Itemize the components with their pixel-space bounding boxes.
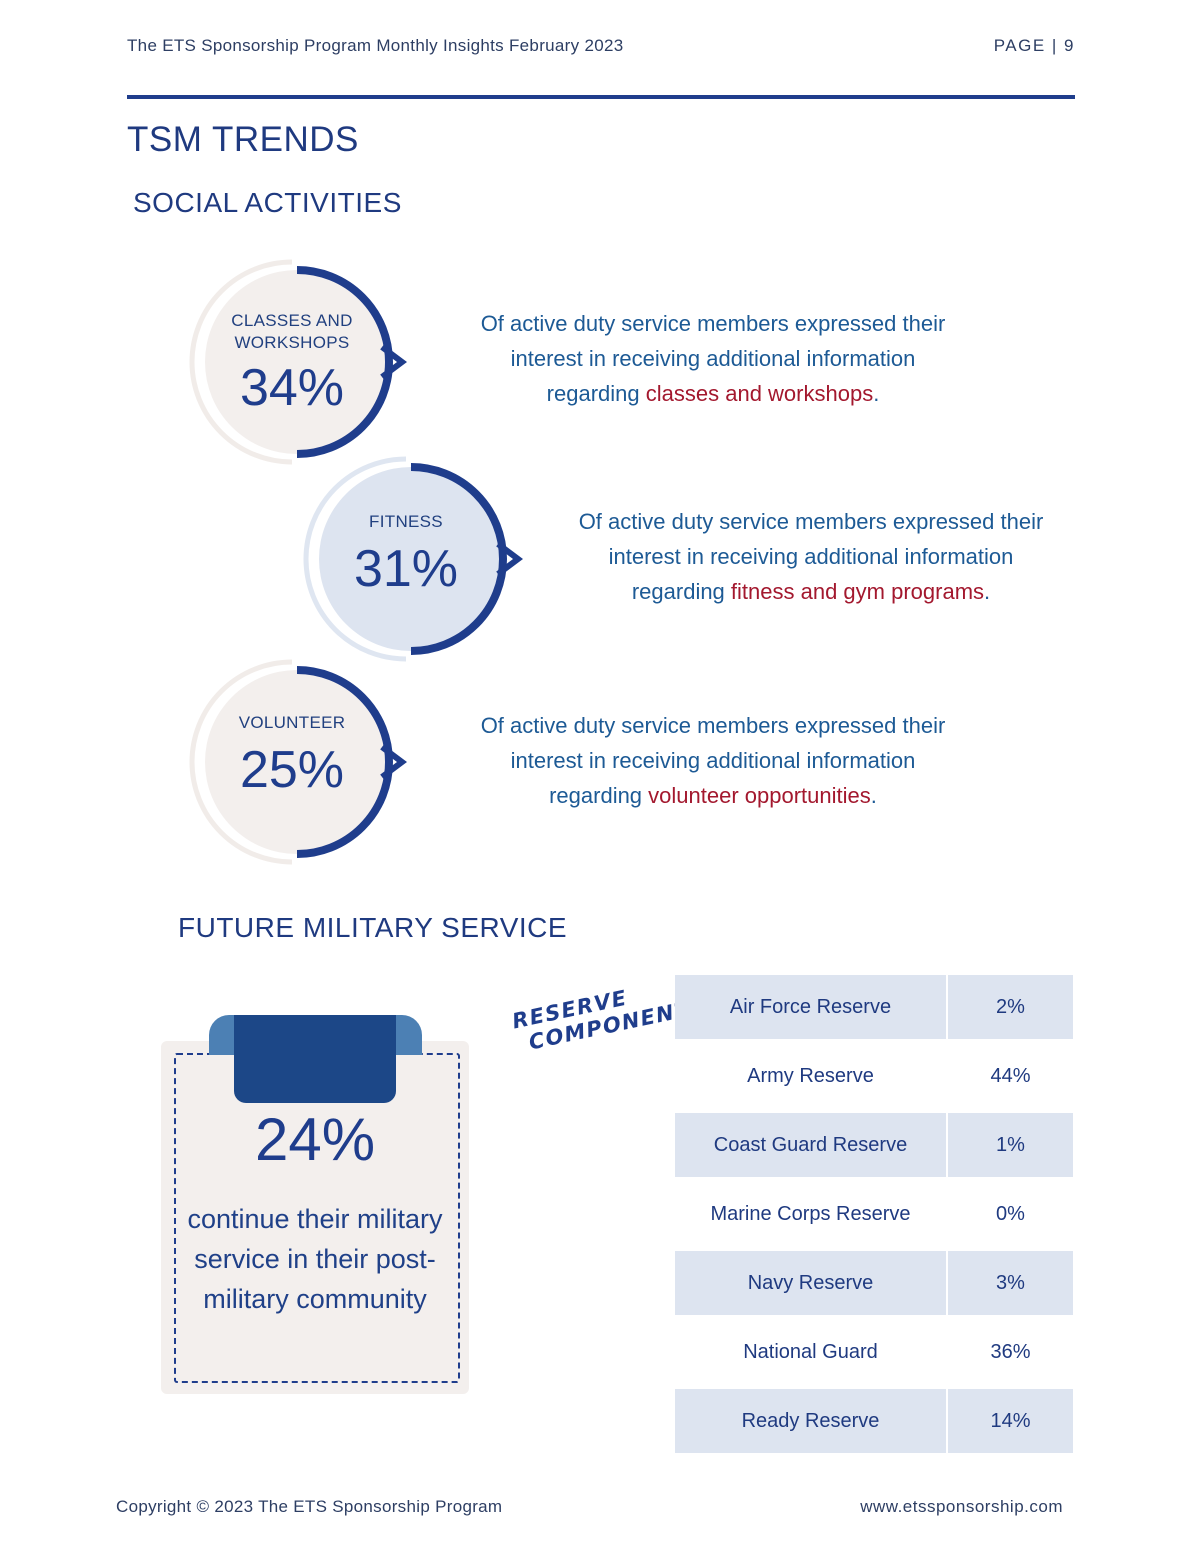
- stat-circle-graphic: [189, 259, 407, 465]
- stat-label-line1: FITNESS: [369, 512, 443, 531]
- table-row: Navy Reserve 3%: [675, 1251, 1073, 1315]
- desc-line1: Of active duty service members expressed…: [480, 713, 946, 738]
- desc-highlight: fitness and gym programs: [730, 579, 985, 604]
- desc-prefix: regarding: [546, 381, 646, 406]
- stat-label: FITNESS: [306, 511, 506, 533]
- stat-description-classes: Of active duty service members expressed…: [433, 306, 993, 411]
- stat-value: 25%: [239, 741, 345, 799]
- stat-label-line1: VOLUNTEER: [238, 713, 346, 732]
- desc-highlight: classes and workshops: [645, 381, 874, 406]
- table-cell-name: National Guard: [743, 1340, 878, 1363]
- table-row: Coast Guard Reserve 1%: [675, 1113, 1073, 1177]
- desc-suffix: .: [984, 579, 991, 604]
- desc-suffix: .: [873, 381, 880, 406]
- footer-copyright: Copyright © 2023 The ETS Sponsorship Pro…: [116, 1497, 503, 1516]
- page-number: PAGE | 9: [993, 36, 1075, 55]
- stat-label: CLASSES AND WORKSHOPS: [192, 310, 392, 354]
- desc-line1: Of active duty service members expressed…: [480, 311, 946, 336]
- desc-line3: regarding classes and workshops.: [433, 376, 993, 411]
- header-divider: [127, 95, 1075, 99]
- table-row: Marine Corps Reserve 0%: [675, 1182, 1073, 1246]
- ribbon-banner: [234, 1015, 396, 1103]
- desc-suffix: .: [870, 783, 877, 808]
- stat-label: VOLUNTEER: [192, 712, 392, 734]
- desc-line3: regarding volunteer opportunities.: [433, 778, 993, 813]
- desc-highlight: volunteer opportunities: [648, 783, 871, 808]
- page-title: TSM TRENDS: [127, 120, 359, 159]
- stat-label-line1: CLASSES AND: [231, 311, 353, 330]
- table-cell-value: 14%: [948, 1389, 1073, 1453]
- table-cell-value: 44%: [990, 1064, 1031, 1087]
- reserve-component-tag: RESERVE COMPONENT: [510, 973, 693, 1057]
- table-row: Ready Reserve 14%: [675, 1389, 1073, 1453]
- table-cell-value: 36%: [990, 1340, 1031, 1363]
- card-value: 24%: [254, 1106, 376, 1173]
- stat-description-fitness: Of active duty service members expressed…: [531, 504, 1091, 609]
- table-cell-name: Ready Reserve: [675, 1389, 946, 1453]
- table-cell-value: 3%: [948, 1251, 1073, 1315]
- desc-prefix: regarding: [549, 783, 649, 808]
- desc-line1: Of active duty service members expressed…: [578, 509, 1044, 534]
- section-heading-future: FUTURE MILITARY SERVICE: [178, 912, 568, 943]
- header-title: The ETS Sponsorship Program Monthly Insi…: [127, 36, 624, 55]
- stat-value: 34%: [239, 359, 345, 417]
- table-cell-name: Marine Corps Reserve: [710, 1202, 911, 1225]
- footer-website-link[interactable]: www.etssponsorship.com: [860, 1497, 1063, 1516]
- desc-prefix: regarding: [631, 579, 731, 604]
- table-row: Army Reserve 44%: [675, 1044, 1073, 1108]
- table-cell-name: Air Force Reserve: [675, 975, 946, 1039]
- table-cell-value: 2%: [948, 975, 1073, 1039]
- desc-line2: interest in receiving additional informa…: [510, 346, 916, 371]
- stat-volunteer: VOLUNTEER 25%: [189, 659, 407, 865]
- desc-line2: interest in receiving additional informa…: [608, 544, 1014, 569]
- stat-label-line2: WORKSHOPS: [234, 333, 350, 352]
- desc-line3: regarding fitness and gym programs.: [531, 574, 1091, 609]
- table-cell-value: 0%: [996, 1202, 1025, 1225]
- stat-classes-workshops: CLASSES AND WORKSHOPS 34%: [189, 259, 407, 465]
- stat-circle-graphic: [189, 659, 407, 865]
- table-row: National Guard 36%: [675, 1320, 1073, 1384]
- stat-value: 31%: [353, 540, 459, 598]
- desc-line2: interest in receiving additional informa…: [510, 748, 916, 773]
- stat-fitness: FITNESS 31%: [303, 456, 523, 662]
- table-cell-name: Army Reserve: [747, 1064, 874, 1087]
- section-heading-social: SOCIAL ACTIVITIES: [133, 187, 402, 218]
- stat-circle-graphic: [303, 456, 523, 662]
- table-cell-name: Coast Guard Reserve: [675, 1113, 946, 1177]
- table-cell-value: 1%: [948, 1113, 1073, 1177]
- card-text: continue their military service in their…: [187, 1204, 443, 1314]
- table-cell-name: Navy Reserve: [675, 1251, 946, 1315]
- stat-description-volunteer: Of active duty service members expressed…: [433, 708, 993, 813]
- table-row: Air Force Reserve 2%: [675, 975, 1073, 1039]
- reserve-table: Air Force Reserve 2% Army Reserve 44% Co…: [675, 975, 1073, 1458]
